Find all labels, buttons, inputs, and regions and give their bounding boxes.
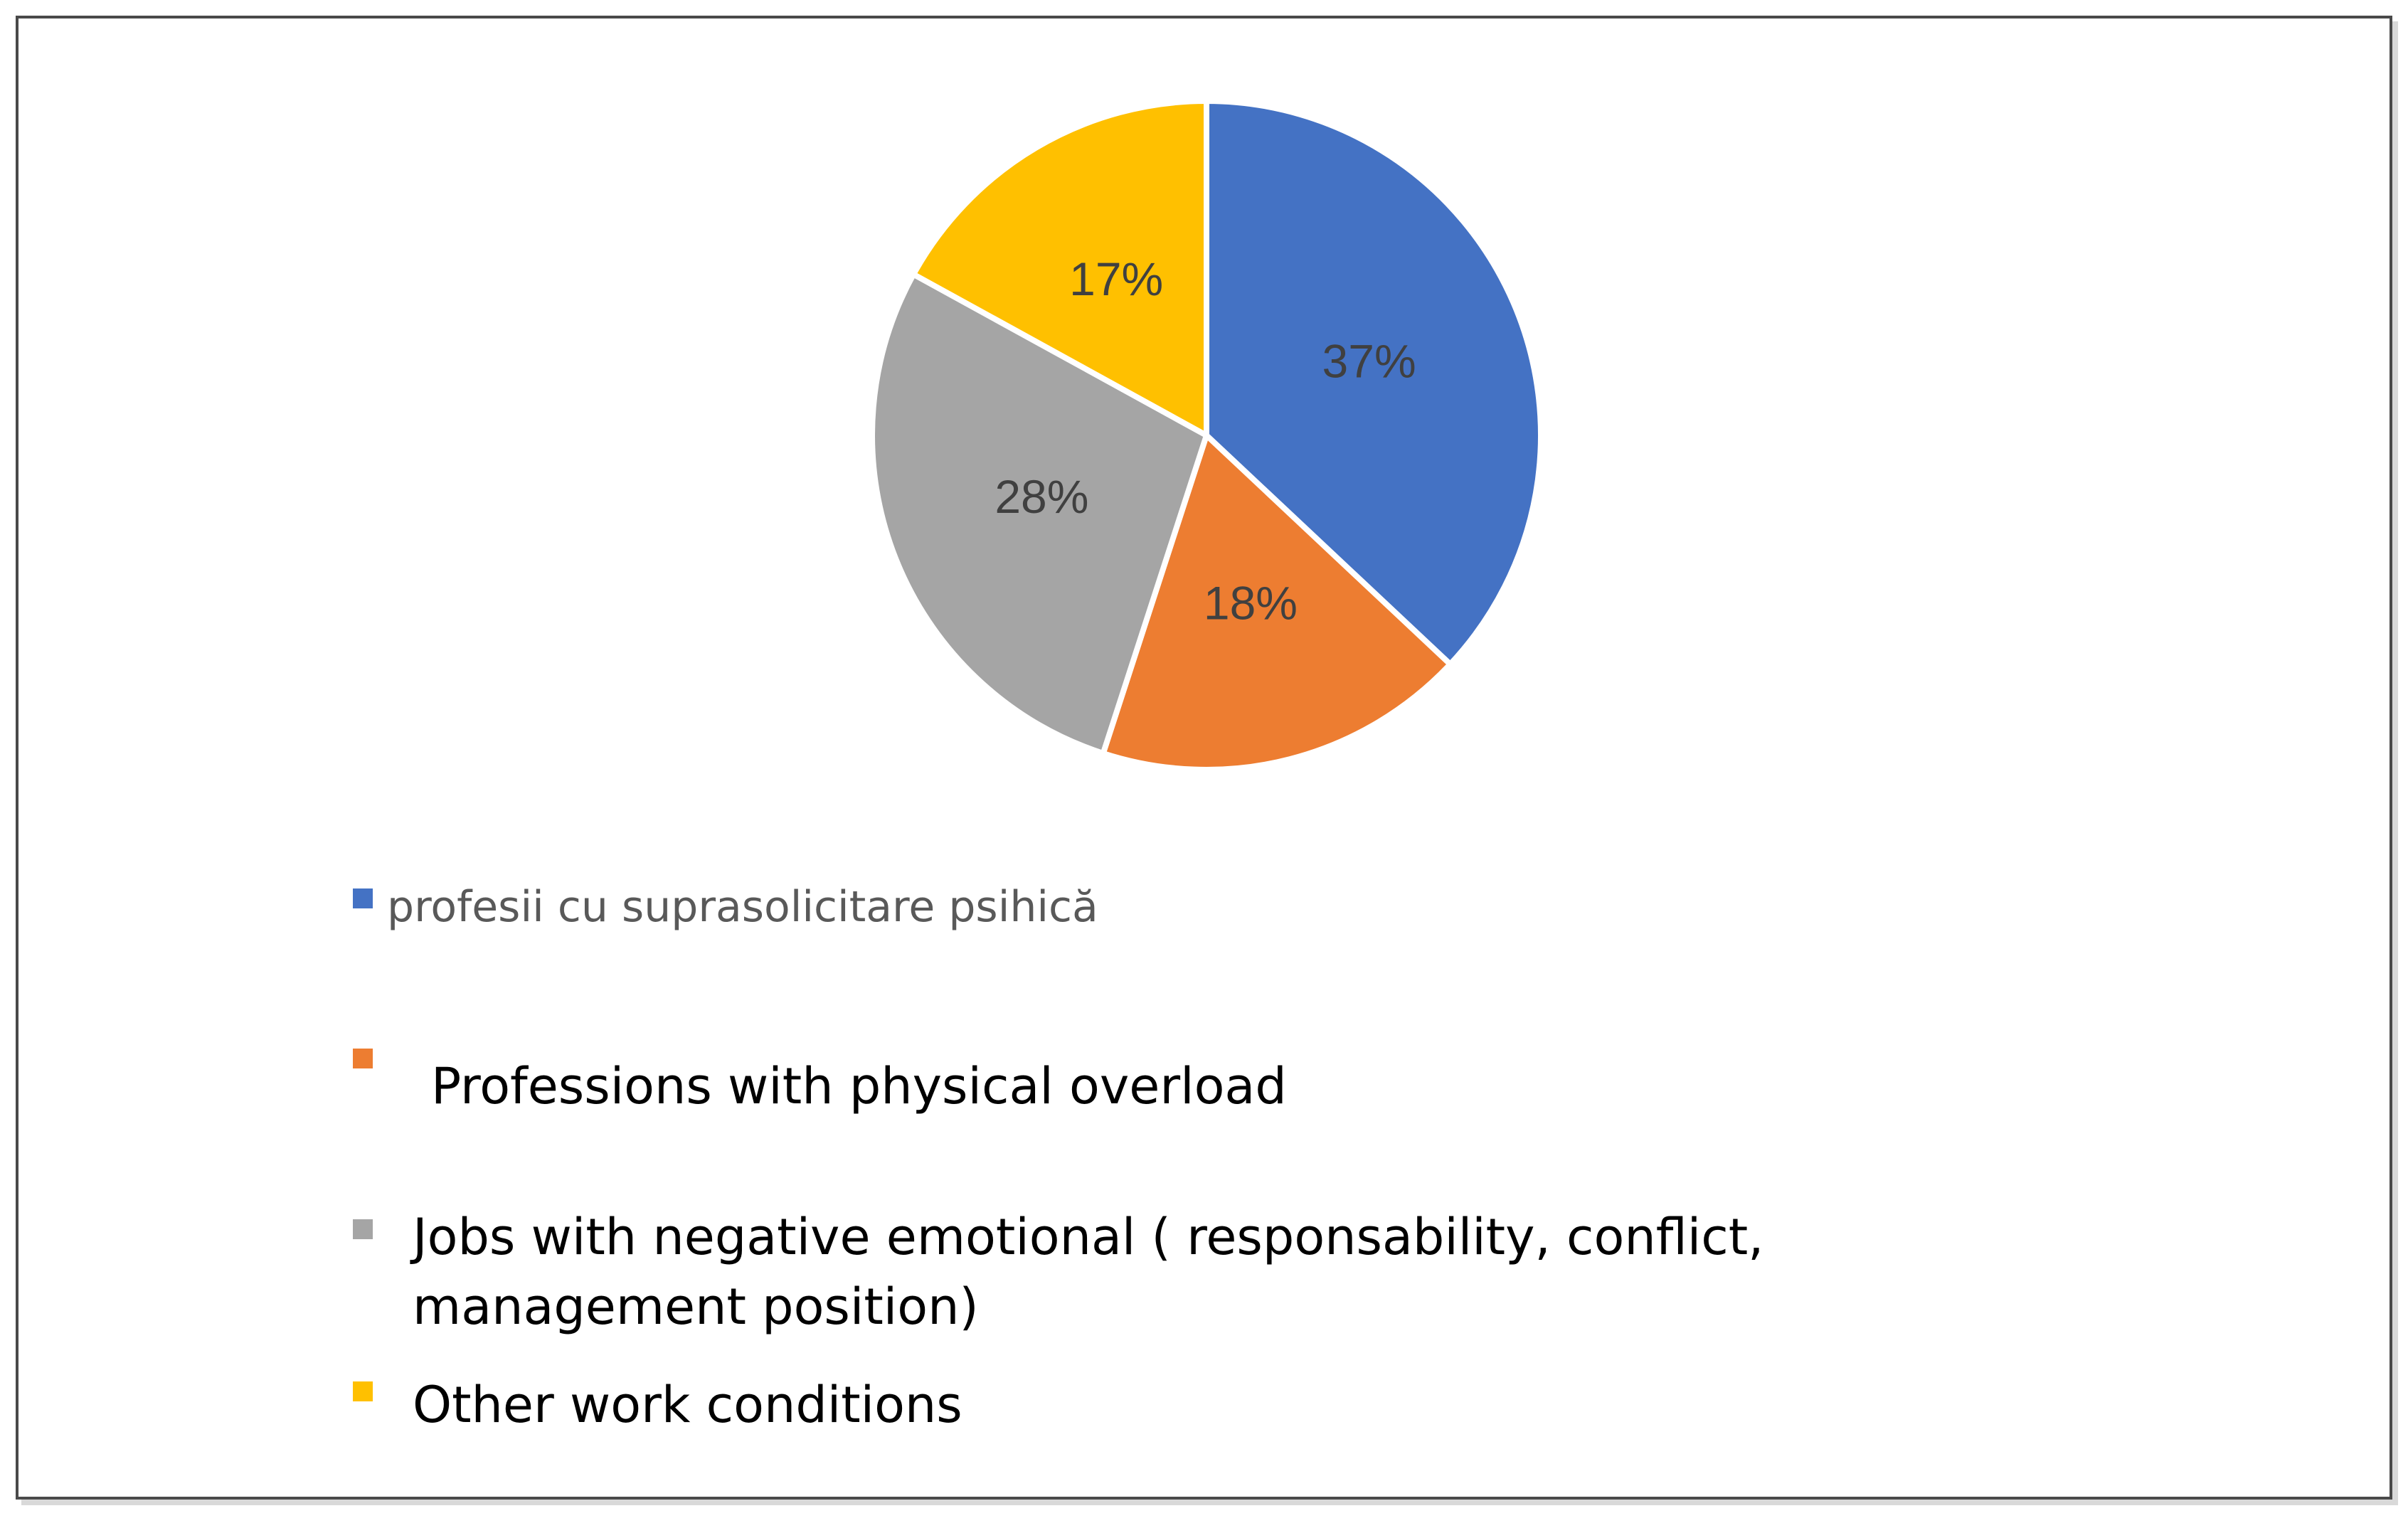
legend-swatch-3 xyxy=(353,1381,373,1401)
legend-entry-2: Jobs with negative emotional ( responsab… xyxy=(353,1202,1763,1342)
legend-swatch-0 xyxy=(353,888,373,908)
pie-slices xyxy=(869,98,1544,773)
pie-slice-label-2: 28% xyxy=(995,470,1088,523)
legend-swatch-1 xyxy=(353,1049,373,1068)
pie-slice-3 xyxy=(911,98,1209,438)
pie-slice-0 xyxy=(1204,98,1544,667)
legend-swatch-2 xyxy=(353,1219,373,1239)
legend-label-2-line-1: Jobs with negative emotional ( responsab… xyxy=(413,1208,1764,1266)
legend-label-1: Professions with physical overload xyxy=(431,1057,1287,1115)
legend-label-2-line-2: management position) xyxy=(413,1278,979,1336)
legend-entry-3: Other work conditions xyxy=(353,1372,962,1439)
pie-slice-1 xyxy=(1100,433,1453,773)
pie-slice-2 xyxy=(869,271,1209,756)
legend-label-0: profesii cu suprasolicitare psihică xyxy=(387,882,1098,932)
frame-shadow-right xyxy=(2392,21,2398,1505)
frame-shadow-bottom xyxy=(21,1500,2392,1505)
pie-labels: 37% 18% 28% 17% xyxy=(995,253,1416,630)
legend-entry-1: Professions with physical overload xyxy=(353,1049,1287,1120)
legend-entry-0: profesii cu suprasolicitare psihică xyxy=(353,879,1098,936)
pie-slice-label-1: 18% xyxy=(1204,577,1298,630)
legend-label-2: Jobs with negative emotional ( responsab… xyxy=(413,1202,1763,1342)
legend-label-3: Other work conditions xyxy=(413,1376,962,1434)
pie-slice-label-3: 17% xyxy=(1069,253,1163,305)
pie-slice-label-0: 37% xyxy=(1322,335,1416,388)
